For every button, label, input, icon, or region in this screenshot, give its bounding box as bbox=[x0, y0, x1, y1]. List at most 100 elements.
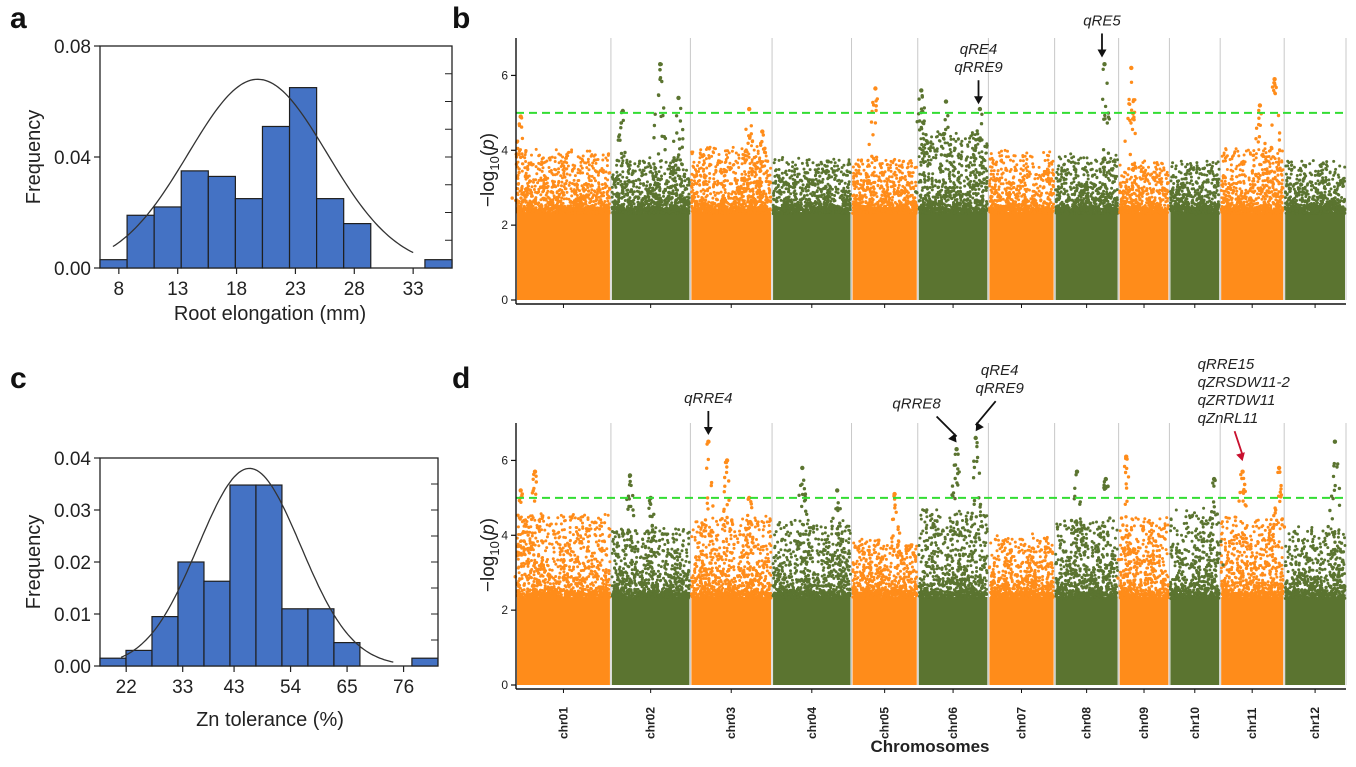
histogram-a-x-ticks: 8 13 18 23 28 33 bbox=[114, 268, 424, 300]
panel-letter-a: a bbox=[10, 2, 27, 35]
manhattan-point bbox=[700, 153, 704, 157]
manhattan-point bbox=[731, 212, 735, 216]
manhattan-point bbox=[904, 207, 908, 211]
manhattan-point bbox=[889, 169, 893, 173]
manhattan-point bbox=[735, 186, 739, 190]
manhattan-point bbox=[572, 199, 576, 203]
manhattan-point bbox=[806, 178, 810, 182]
manhattan-point bbox=[715, 198, 719, 202]
manhattan-point bbox=[700, 196, 704, 199]
manhattan-point bbox=[703, 201, 707, 204]
manhattan-point bbox=[832, 157, 836, 161]
manhattan-point bbox=[681, 168, 685, 172]
manhattan-point bbox=[847, 211, 851, 215]
manhattan-point bbox=[740, 172, 744, 176]
manhattan-point bbox=[723, 188, 727, 192]
manhattan-point bbox=[926, 192, 930, 196]
histogram-c-right-ticks bbox=[431, 457, 438, 667]
manhattan-point bbox=[960, 150, 964, 154]
manhattan-point bbox=[958, 162, 961, 166]
histogram-a: 8 13 18 23 28 33 0.000.040.08 Root elongation… bbox=[23, 37, 453, 325]
manhattan-point bbox=[748, 166, 752, 170]
manhattan-point bbox=[567, 183, 571, 187]
manhattan-point bbox=[782, 183, 786, 187]
manhattan-point bbox=[832, 197, 836, 201]
manhattan-point bbox=[574, 208, 578, 212]
manhattan-point bbox=[855, 194, 859, 197]
manhattan-point bbox=[854, 168, 858, 172]
manhattan-point bbox=[687, 192, 691, 196]
manhattan-point bbox=[712, 190, 716, 194]
manhattan-point bbox=[980, 184, 984, 188]
manhattan-point bbox=[630, 204, 634, 208]
manhattan-point bbox=[684, 186, 688, 190]
manhattan-point bbox=[787, 195, 791, 199]
manhattan-point bbox=[579, 192, 583, 196]
manhattan-point bbox=[845, 202, 849, 206]
manhattan-point bbox=[545, 181, 549, 185]
manhattan-point bbox=[613, 207, 617, 210]
manhattan-point bbox=[833, 169, 837, 173]
manhattan-point bbox=[545, 207, 549, 211]
manhattan-point bbox=[530, 193, 534, 197]
manhattan-point bbox=[534, 190, 537, 194]
manhattan-point bbox=[641, 159, 645, 163]
manhattan-point bbox=[734, 178, 737, 182]
manhattan-point bbox=[636, 197, 640, 201]
manhattan-point bbox=[889, 163, 892, 167]
manhattan-point bbox=[744, 189, 748, 193]
manhattan-point bbox=[546, 200, 550, 204]
manhattan-point bbox=[692, 160, 696, 164]
manhattan-point bbox=[815, 189, 819, 193]
manhattan-point bbox=[536, 167, 540, 171]
manhattan-point bbox=[552, 210, 556, 214]
manhattan-point bbox=[560, 180, 564, 184]
manhattan-point bbox=[978, 199, 982, 203]
manhattan-point bbox=[859, 178, 863, 182]
manhattan-point bbox=[637, 162, 641, 166]
manhattan-point bbox=[841, 173, 845, 177]
manhattan-point bbox=[740, 195, 744, 199]
manhattan-point bbox=[874, 174, 878, 178]
manhattan-point bbox=[800, 207, 804, 211]
manhattan-point bbox=[907, 173, 911, 177]
histogram-bar bbox=[126, 214, 155, 269]
manhattan-point bbox=[914, 205, 918, 209]
manhattan-point bbox=[689, 184, 693, 188]
manhattan-point bbox=[811, 161, 815, 165]
manhattan-point bbox=[758, 208, 762, 212]
manhattan-point bbox=[586, 211, 590, 215]
manhattan-point bbox=[644, 172, 648, 176]
manhattan-point bbox=[933, 184, 937, 188]
manhattan-point bbox=[817, 163, 821, 167]
manhattan-point bbox=[883, 170, 887, 174]
manhattan-point bbox=[972, 179, 976, 183]
manhattan-point bbox=[594, 170, 598, 174]
manhattan-point bbox=[697, 160, 701, 164]
manhattan-point bbox=[597, 185, 601, 189]
manhattan-point bbox=[777, 168, 781, 171]
manhattan-point bbox=[962, 179, 966, 183]
manhattan-point bbox=[633, 169, 637, 173]
manhattan-point bbox=[930, 135, 934, 139]
manhattan-point-band bbox=[517, 212, 610, 300]
manhattan-point bbox=[931, 172, 935, 176]
manhattan-point bbox=[974, 188, 977, 192]
manhattan-point bbox=[532, 208, 536, 212]
manhattan-point bbox=[623, 199, 627, 202]
manhattan-point bbox=[699, 203, 703, 207]
manhattan-point bbox=[735, 182, 739, 186]
manhattan-point bbox=[826, 209, 830, 212]
manhattan-point bbox=[606, 178, 610, 182]
manhattan-point bbox=[641, 201, 645, 205]
manhattan-point bbox=[942, 202, 945, 206]
manhattan-point bbox=[827, 170, 831, 173]
manhattan-point bbox=[708, 186, 712, 190]
manhattan-point bbox=[654, 186, 658, 190]
manhattan-point bbox=[607, 205, 611, 209]
manhattan-point-band bbox=[611, 212, 690, 300]
manhattan-point bbox=[605, 164, 609, 168]
manhattan-point bbox=[714, 147, 717, 151]
manhattan-point bbox=[731, 190, 735, 194]
manhattan-point bbox=[820, 167, 824, 171]
